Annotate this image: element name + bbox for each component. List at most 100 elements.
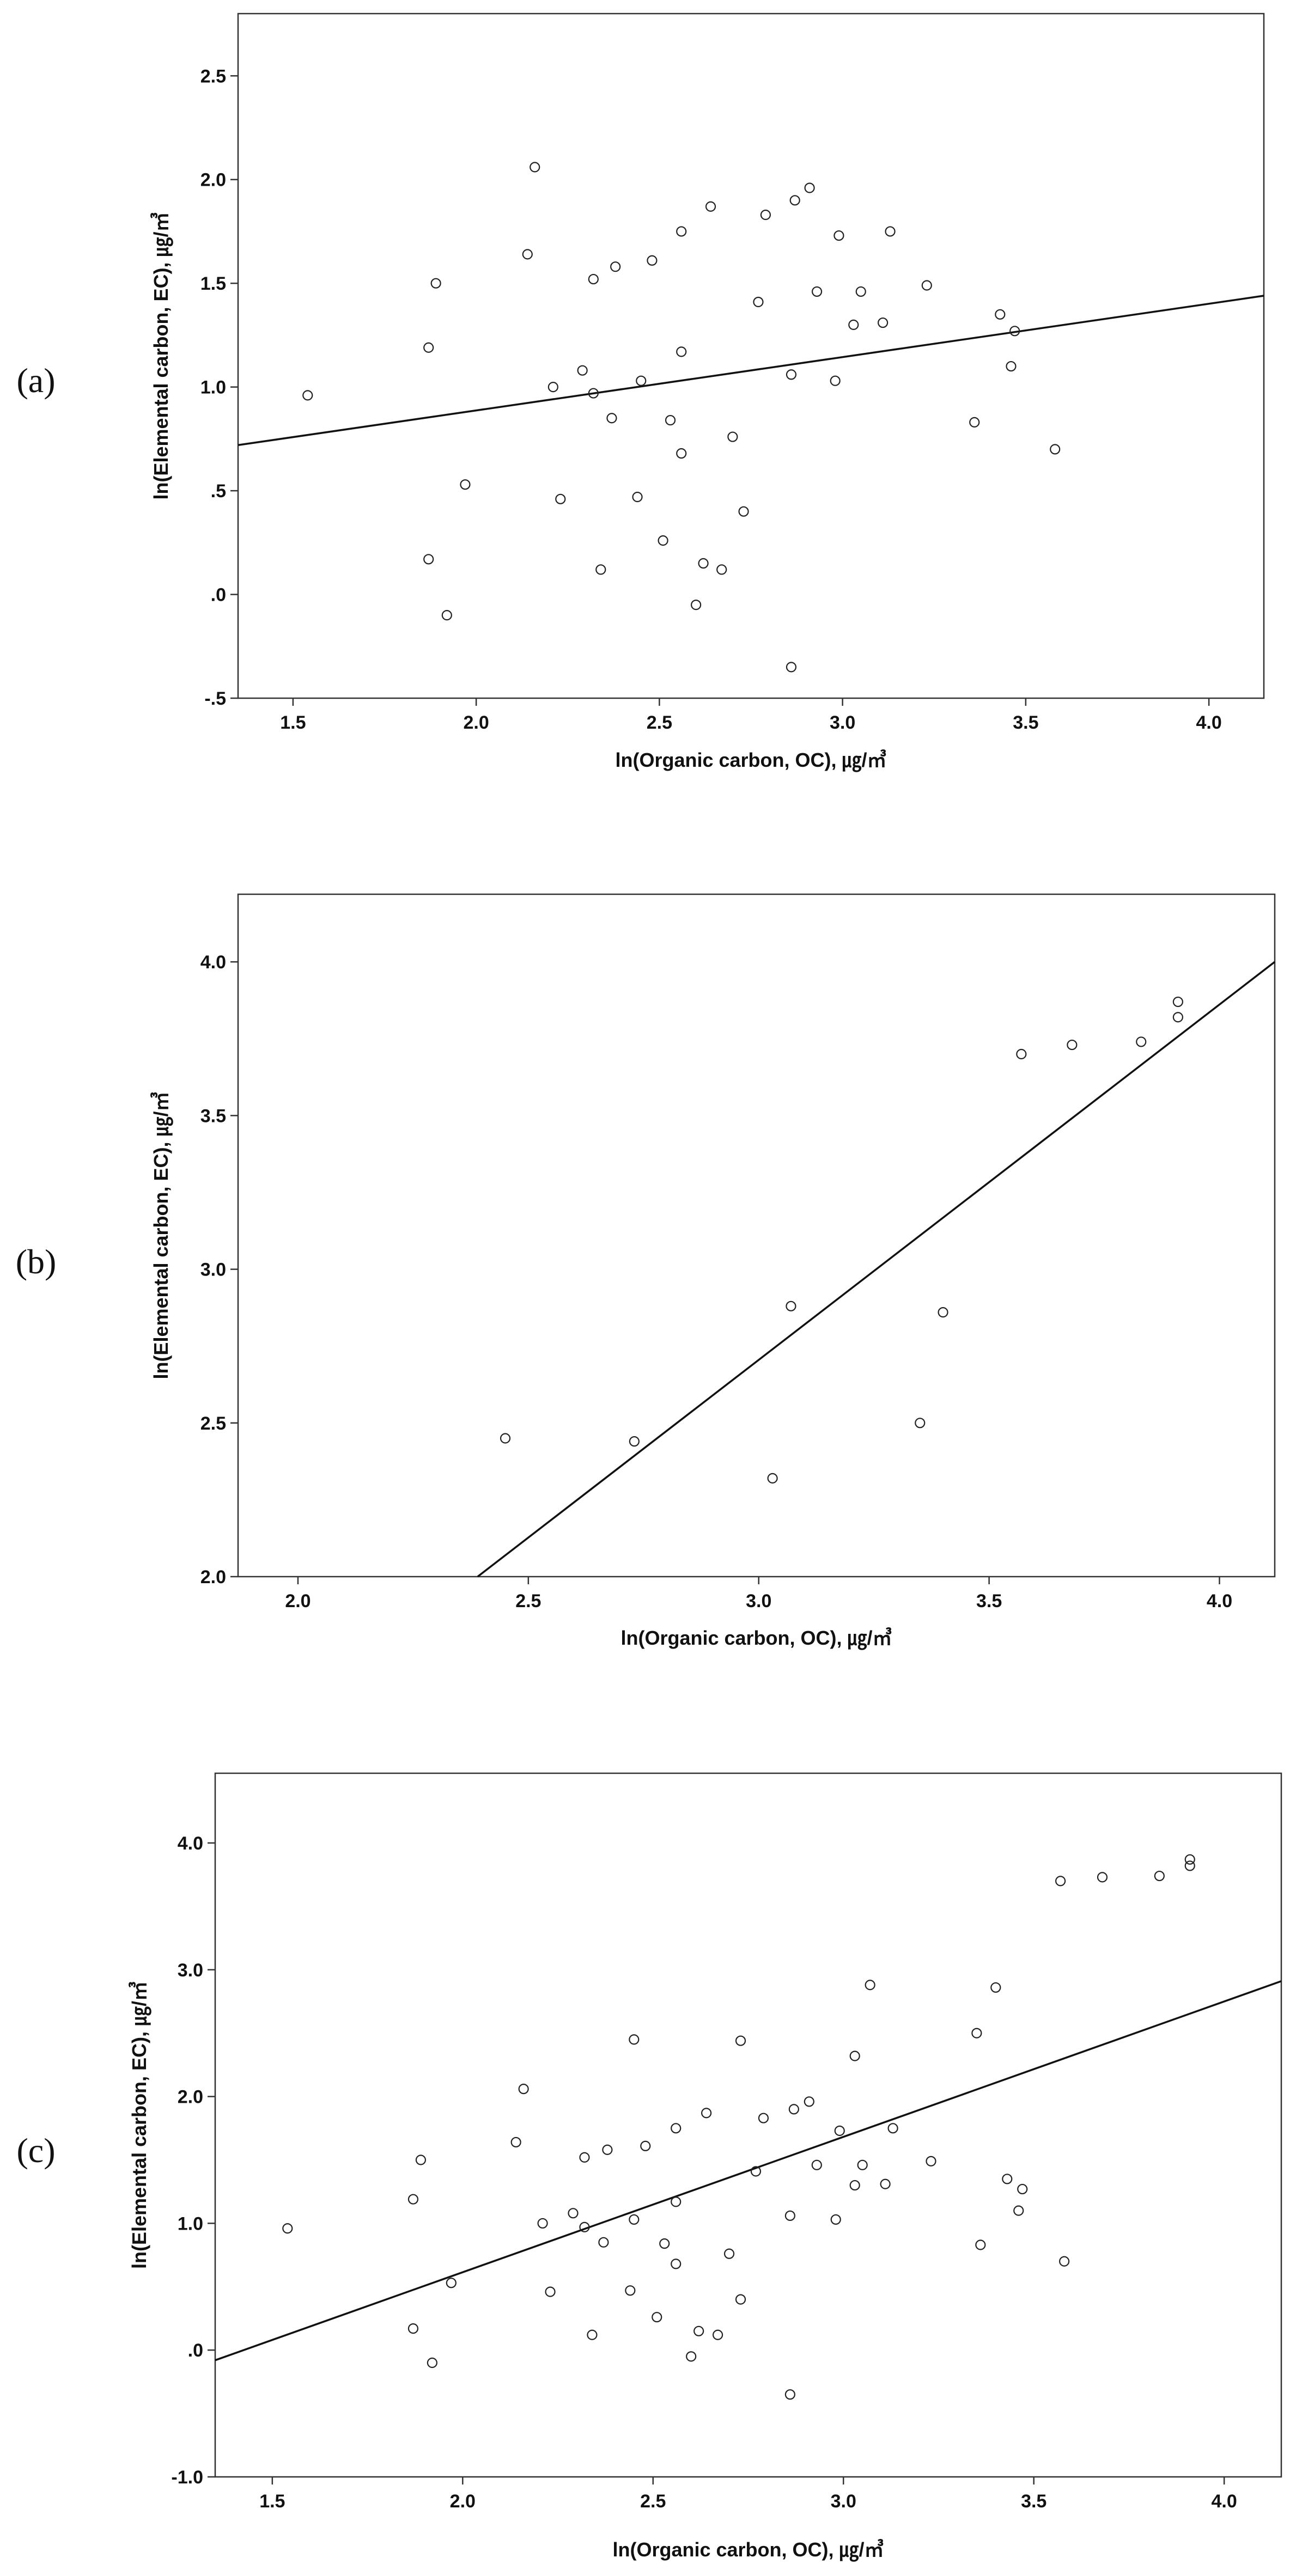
chart-panel-2: 2.0 2.5 3.0 3.5 4.0 2.0 2.5 3.0 3.5 4.0 ln(Organic… [16, 893, 1276, 1650]
y-tick-label: 3.0 [200, 1260, 226, 1280]
data-point [698, 558, 709, 569]
data-point [1002, 2174, 1013, 2184]
data-point [880, 2178, 891, 2189]
data-point [555, 493, 566, 504]
data-point [1059, 2256, 1070, 2267]
data-point [877, 317, 889, 328]
x-tick-label: 2.0 [285, 1591, 311, 1611]
data-point [441, 610, 452, 621]
data-point [415, 2154, 427, 2165]
data-point [1016, 1048, 1027, 1060]
x-tick-label: 1.5 [259, 2491, 285, 2512]
data-point [579, 2152, 590, 2163]
data-point [676, 448, 687, 459]
data-point [712, 2329, 723, 2340]
data-point [1184, 1854, 1195, 1865]
data-point [788, 2104, 799, 2115]
x-tick-label: 3.5 [976, 1591, 1002, 1611]
data-point [758, 2113, 769, 2123]
data-point [887, 2123, 898, 2134]
regression-line [238, 295, 1264, 447]
data-point [588, 273, 599, 285]
data-point [849, 2180, 860, 2191]
data-point [595, 564, 606, 575]
data-point [753, 296, 764, 308]
data-point [833, 230, 844, 241]
data-point [423, 554, 434, 565]
data-point [1017, 2183, 1028, 2195]
data-point [686, 2351, 697, 2362]
data-point [786, 662, 797, 673]
data-point [282, 2223, 293, 2234]
data-point [1006, 361, 1017, 372]
x-tick-label: 3.0 [746, 1591, 771, 1611]
data-point [659, 2238, 670, 2249]
data-point [738, 506, 749, 517]
x-tick-label: 4.0 [1196, 712, 1221, 733]
data-point [691, 599, 702, 611]
data-point [830, 2214, 841, 2225]
data-point [1097, 1872, 1108, 1883]
x-tick-label: 3.0 [830, 712, 855, 733]
data-point [1009, 326, 1020, 337]
data-point [915, 1418, 926, 1429]
data-point [834, 2125, 845, 2137]
data-point [705, 201, 716, 212]
data-point [625, 2285, 636, 2296]
data-point [938, 1307, 948, 1318]
data-point [975, 2239, 986, 2250]
data-point [427, 2357, 437, 2369]
y-tick-label: 2.0 [178, 2087, 203, 2108]
data-point [671, 2196, 682, 2207]
data-point [522, 249, 533, 260]
panel-label: (c) [16, 2131, 55, 2170]
data-point [735, 2294, 746, 2305]
y-tick-label: .5 [211, 481, 226, 502]
x-tick-label: 2.5 [647, 712, 672, 733]
data-point [760, 209, 771, 221]
regression-line [215, 1980, 1282, 2361]
data-point [855, 286, 866, 297]
data-point [510, 2137, 521, 2148]
data-point [804, 2096, 814, 2107]
x-axis-title: ln(Organic carbon, OC), ㎍/㎥ [612, 2538, 884, 2562]
data-point [423, 342, 434, 353]
data-point [537, 2218, 548, 2229]
data-point [610, 261, 621, 272]
x-tick-label: 2.0 [450, 2491, 476, 2512]
data-point [848, 319, 859, 330]
x-tick-label: 2.5 [515, 1591, 541, 1611]
data-point [1050, 444, 1061, 455]
x-tick-label: 1.5 [280, 712, 306, 733]
data-point [921, 280, 932, 291]
data-point [995, 309, 1006, 320]
data-point [971, 2028, 982, 2038]
data-point [1172, 996, 1183, 1008]
data-point [1013, 2205, 1024, 2216]
data-point [1136, 1036, 1147, 1047]
y-tick-label: -.5 [204, 688, 226, 709]
y-tick-label: 4.0 [178, 1833, 203, 1854]
data-point [629, 2214, 640, 2225]
data-point [811, 286, 823, 297]
data-point [568, 2208, 579, 2219]
chart-panel-1: 1.5 2.0 2.5 3.0 3.5 4.0 -.5 .0 .5 1.0 1.5 2.0 2.5 ln(… [16, 13, 1265, 772]
data-point [640, 2140, 651, 2152]
data-point [629, 1436, 640, 1447]
y-tick-label: 3.5 [200, 1106, 226, 1126]
data-point [518, 2084, 529, 2095]
data-point [750, 2166, 762, 2177]
y-tick-label: .0 [211, 585, 226, 606]
data-point [786, 369, 797, 380]
data-point [636, 375, 647, 386]
data-point [602, 2144, 613, 2155]
y-tick-label: 1.0 [200, 377, 226, 398]
x-tick-label: 3.0 [831, 2491, 856, 2512]
data-point [716, 564, 727, 575]
data-point [735, 2035, 746, 2046]
data-point [969, 417, 980, 428]
y-tick-label: 2.0 [200, 170, 226, 191]
data-point [723, 2248, 735, 2259]
y-tick-label: 1.0 [178, 2213, 203, 2234]
